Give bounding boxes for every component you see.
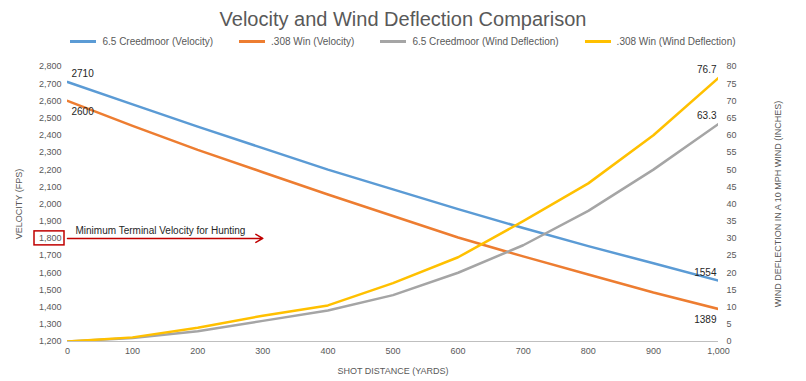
svg-text:2,100: 2,100 xyxy=(39,182,62,192)
svg-text:25: 25 xyxy=(727,250,737,260)
html-text:Velocity and Wind Deflection C: Velocity and Wind Deflection Comparison xyxy=(219,8,587,30)
svg-text:55: 55 xyxy=(727,147,737,157)
html-text:6.5 Creedmoor (Velocity): 6.5 Creedmoor (Velocity) xyxy=(102,35,214,47)
svg-text:2600: 2600 xyxy=(72,106,95,117)
svg-text:400: 400 xyxy=(320,346,335,356)
svg-text:20: 20 xyxy=(727,268,737,278)
svg-text:1389: 1389 xyxy=(694,314,717,325)
html-text:.308 Win (Velocity): .308 Win (Velocity) xyxy=(271,35,355,47)
svg-text:1,200: 1,200 xyxy=(39,336,62,346)
svg-text:2,800: 2,800 xyxy=(39,61,62,71)
svg-text:45: 45 xyxy=(727,182,737,192)
svg-text:5: 5 xyxy=(727,319,732,329)
svg-text:1,000: 1,000 xyxy=(707,346,730,356)
svg-text:40: 40 xyxy=(727,199,737,209)
svg-text:2,300: 2,300 xyxy=(39,147,62,157)
svg-text:63.3: 63.3 xyxy=(697,110,717,121)
svg-text:300: 300 xyxy=(255,346,270,356)
svg-text:900: 900 xyxy=(646,346,661,356)
svg-text:60: 60 xyxy=(727,130,737,140)
svg-text:0: 0 xyxy=(65,346,70,356)
svg-text:200: 200 xyxy=(190,346,205,356)
svg-text:SHOT DISTANCE (YARDS): SHOT DISTANCE (YARDS) xyxy=(337,366,448,376)
svg-text:1,900: 1,900 xyxy=(39,216,62,226)
svg-text:1,300: 1,300 xyxy=(39,319,62,329)
svg-text:70: 70 xyxy=(727,96,737,106)
svg-text:2,200: 2,200 xyxy=(39,165,62,175)
svg-text:1,600: 1,600 xyxy=(39,268,62,278)
svg-text:75: 75 xyxy=(727,79,737,89)
svg-text:76.7: 76.7 xyxy=(697,64,717,75)
svg-text:10: 10 xyxy=(727,302,737,312)
html-text:.308 Win (Wind Deflection): .308 Win (Wind Deflection) xyxy=(616,35,736,47)
svg-text:500: 500 xyxy=(385,346,400,356)
svg-text:700: 700 xyxy=(516,346,531,356)
svg-text:2,500: 2,500 xyxy=(39,113,62,123)
svg-text:1,700: 1,700 xyxy=(39,250,62,260)
svg-text:15: 15 xyxy=(727,285,737,295)
html-text:6.5 Creedmoor (Wind Deflection: 6.5 Creedmoor (Wind Deflection) xyxy=(412,35,559,47)
svg-text:65: 65 xyxy=(727,113,737,123)
svg-text:2,000: 2,000 xyxy=(39,199,62,209)
svg-text:2,400: 2,400 xyxy=(39,130,62,140)
svg-text:1,400: 1,400 xyxy=(39,302,62,312)
svg-text:80: 80 xyxy=(727,61,737,71)
svg-text:Minimum Terminal Velocity for: Minimum Terminal Velocity for Hunting xyxy=(76,225,246,236)
svg-text:35: 35 xyxy=(727,216,737,226)
svg-text:1554: 1554 xyxy=(694,267,717,278)
svg-text:2,600: 2,600 xyxy=(39,96,62,106)
svg-text:2710: 2710 xyxy=(72,68,95,79)
svg-text:800: 800 xyxy=(581,346,596,356)
svg-text:VELOCITY (FPS): VELOCITY (FPS) xyxy=(14,169,24,239)
svg-text:600: 600 xyxy=(451,346,466,356)
svg-text:30: 30 xyxy=(727,233,737,243)
svg-text:1,800: 1,800 xyxy=(39,233,62,243)
svg-text:2,700: 2,700 xyxy=(39,79,62,89)
svg-text:50: 50 xyxy=(727,165,737,175)
svg-text:100: 100 xyxy=(125,346,140,356)
svg-text:WIND DEFLECTION IN A 10 MPH WI: WIND DEFLECTION IN A 10 MPH WIND (INCHES… xyxy=(773,101,783,308)
svg-text:1,500: 1,500 xyxy=(39,285,62,295)
svg-text:0: 0 xyxy=(727,336,732,346)
